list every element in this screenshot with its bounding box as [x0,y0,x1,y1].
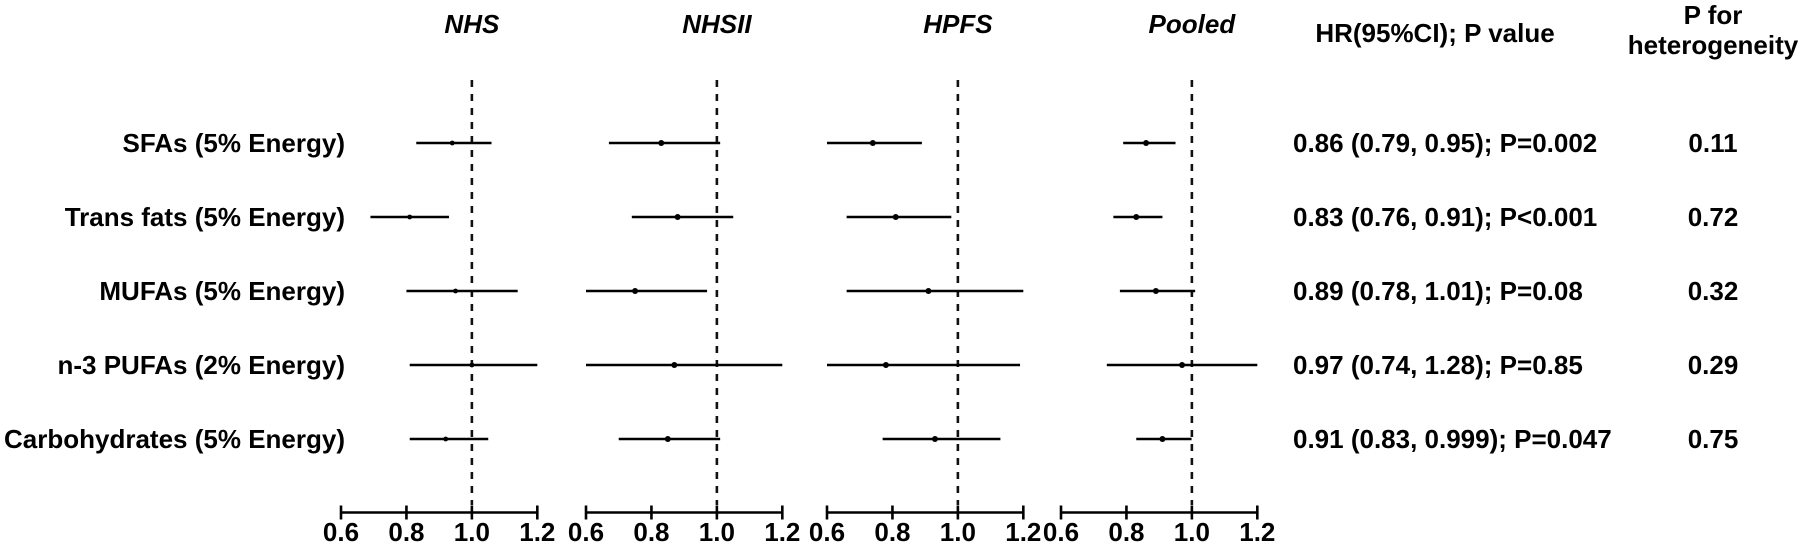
axis-tick-label: 1.0 [453,517,490,546]
axis-tick-label: 0.8 [1108,517,1145,546]
point-estimate-marker [925,288,932,294]
axis-tick-label: 1.0 [1173,517,1210,546]
hr-value-row-5: 0.91 (0.83, 0.999); P=0.047 [1293,424,1612,454]
point-estimate-marker [469,362,475,368]
hr-value-row-4: 0.97 (0.74, 1.28); P=0.85 [1293,350,1583,380]
axis-tick-label: 0.6 [322,517,360,546]
point-estimate-marker [674,214,681,220]
hr-value-row-1: 0.86 (0.79, 0.95); P=0.002 [1293,128,1598,158]
panel-header-hpfs: HPFS [923,9,993,39]
point-estimate-marker [869,140,876,146]
axis-tick-label: 1.2 [1239,517,1276,546]
hr-value-row-3: 0.89 (0.78, 1.01); P=0.08 [1293,276,1583,306]
point-estimate-marker [1133,214,1140,220]
point-estimate-marker [658,140,665,146]
heterogeneity-header-line-2: heterogeneity [1627,30,1799,60]
heterogeneity-value-row-2: 0.72 [1687,202,1739,232]
heterogeneity-value-row-4: 0.29 [1687,350,1739,380]
row-label-n3-pufas: n-3 PUFAs (2% Energy) [57,350,345,380]
point-estimate-marker [1152,288,1159,294]
axis-tick-label: 1.0 [939,517,976,546]
axis-tick-label: 0.8 [874,517,911,546]
axis-tick-label: 1.2 [764,517,801,546]
heterogeneity-value-row-1: 0.11 [1688,128,1738,158]
axis-tick-label: 0.8 [388,517,425,546]
axis-tick-label: 0.6 [808,517,846,546]
row-label-sfas: SFAs (5% Energy) [122,128,345,158]
heterogeneity-header-line-1: P for [1683,0,1743,30]
point-estimate-marker [1179,362,1186,368]
axis-tick-label: 0.6 [1042,517,1080,546]
row-label-carbohydrates: Carbohydrates (5% Energy) [4,424,345,454]
point-estimate-marker [882,362,889,368]
axis-tick-label: 1.2 [1005,517,1042,546]
point-estimate-marker [407,214,413,220]
point-estimate-marker [892,214,899,220]
axis-tick-label: 1.2 [519,517,556,546]
point-estimate-marker [449,140,455,146]
point-estimate-marker [931,436,938,442]
axis-tick-label: 0.6 [567,517,605,546]
panel-header-nhs: NHS [444,9,500,39]
point-estimate-marker [632,288,639,294]
axis-tick-label: 0.8 [633,517,670,546]
panel-header-pooled: Pooled [1148,9,1236,39]
hr-value-row-2: 0.83 (0.76, 0.91); P<0.001 [1293,202,1598,232]
row-label-mufas: MUFAs (5% Energy) [99,276,345,306]
heterogeneity-value-row-3: 0.32 [1687,276,1739,306]
hr-column-header: HR(95%CI); P value [1315,18,1555,48]
point-estimate-marker [671,362,678,368]
row-label-trans-fats: Trans fats (5% Energy) [64,202,345,232]
heterogeneity-column-header: P for heterogeneity [1613,0,1800,60]
point-estimate-marker [443,436,449,442]
panel-header-nhsii: NHSII [682,9,752,39]
point-estimate-marker [664,436,671,442]
axis-tick-label: 1.0 [698,517,735,546]
point-estimate-marker [453,288,458,294]
heterogeneity-value-row-5: 0.75 [1687,424,1739,454]
point-estimate-marker [1159,436,1166,442]
point-estimate-marker [1143,140,1150,146]
